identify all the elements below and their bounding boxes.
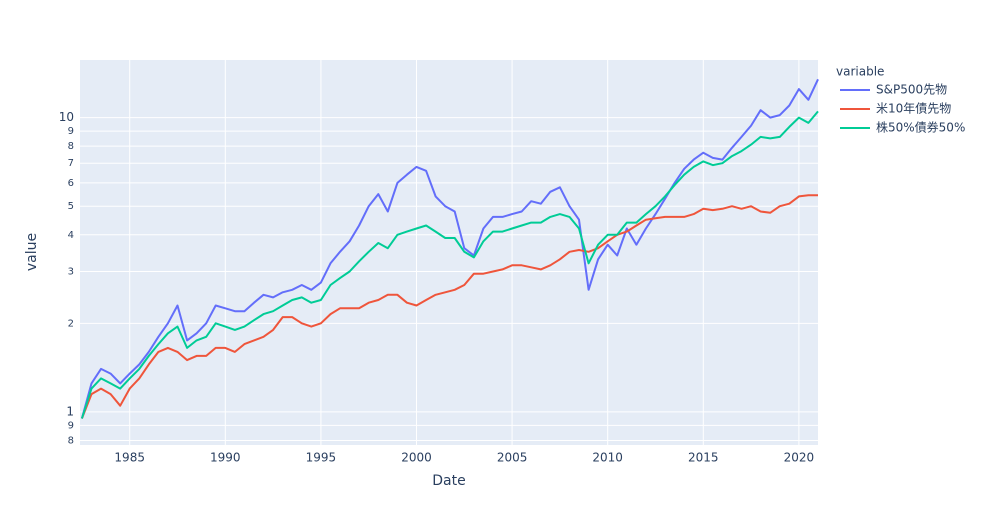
- x-tick-label: 2010: [592, 451, 623, 465]
- series-line: [80, 78, 819, 419]
- x-tick-label: 2000: [401, 451, 432, 465]
- x-tick-label: 2020: [784, 451, 815, 465]
- y-axis-title: value: [24, 233, 40, 271]
- x-tick-label: 2005: [497, 451, 528, 465]
- y-tick-label: 4: [68, 230, 74, 241]
- x-tick-label: 2015: [688, 451, 719, 465]
- legend-label: 米10年債先物: [876, 101, 951, 116]
- legend-label: S&P500先物: [876, 83, 947, 97]
- x-tick-label: 1995: [306, 451, 337, 465]
- y-tick-label: 2: [68, 318, 74, 329]
- y-tick-label: 8: [68, 435, 74, 446]
- y-tick-label: 7: [68, 158, 74, 169]
- grid: [80, 60, 818, 445]
- y-tick-label: 9: [68, 420, 74, 431]
- y-tick-label: 10: [59, 110, 74, 124]
- y-tick-label: 1: [66, 404, 74, 418]
- y-tick-label: 8: [68, 141, 74, 152]
- x-axis-title: Date: [432, 473, 465, 489]
- legend-label: 株50%債券50%: [876, 120, 965, 135]
- legend-title: variable: [836, 65, 884, 79]
- y-tick-label: 9: [68, 126, 74, 137]
- x-tick-label: 1985: [114, 451, 145, 465]
- y-tick-label: 6: [68, 178, 74, 189]
- series-line: [80, 110, 819, 419]
- y-tick-label: 3: [68, 267, 74, 278]
- series-line: [80, 194, 818, 419]
- y-tick-label: 5: [68, 201, 74, 212]
- x-tick-label: 1990: [210, 451, 241, 465]
- plot-area: [80, 60, 818, 445]
